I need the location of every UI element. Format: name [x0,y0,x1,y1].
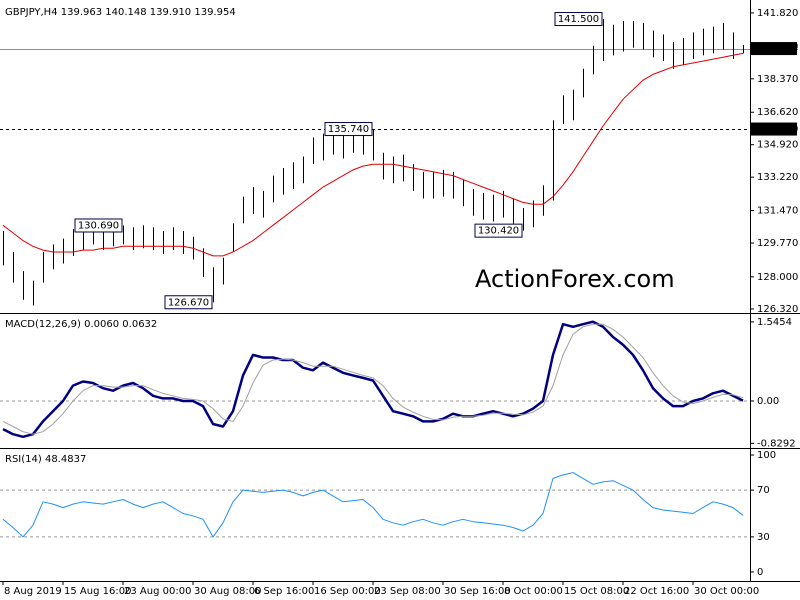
annotation-box [474,223,523,238]
x-tick-label: 6 Sep 16:00 [254,586,314,597]
annotation-label: 126.670 [168,297,209,308]
annotation-box [164,295,213,310]
y-tick-label: 133.220 [757,172,798,183]
series-line [2,472,744,538]
x-tick-label: 22 Oct 16:00 [624,586,689,597]
x-tick-label: 15 Aug 16:00 [64,586,131,597]
panel-title: GBPJPY,H4 139.963 140.148 139.910 139.95… [5,7,236,18]
y-tick-label: 131.470 [757,206,798,217]
annotation-label: 135.740 [328,124,369,135]
y-tick-label: 136.620 [757,107,798,118]
annotation-box [74,218,123,233]
x-tick-label: 30 Oct 00:00 [694,586,759,597]
annotation-label: 130.420 [478,226,519,237]
price-label-box [751,42,797,56]
x-tick-label: 8 Oct 00:00 [504,586,563,597]
x-tick-label: 8 Aug 2019 [4,586,62,597]
panel-title: MACD(12,26,9) 0.0060 0.0632 [5,319,157,330]
y-tick-label: 128.000 [757,272,798,283]
series-line [2,320,744,439]
watermark: ActionForex.com [475,265,675,293]
y-tick-label: 0.00 [757,396,779,407]
y-tick-label: 126.320 [757,304,798,315]
panel-title: RSI(14) 48.4837 [5,454,86,465]
y-tick-label: 138.370 [757,74,798,85]
price-label: 139.954 [757,44,798,55]
annotation-box [554,12,603,27]
x-tick-label: 15 Oct 08:00 [564,586,629,597]
y-tick-label: 100 [757,450,776,461]
y-tick-label: -0.8292 [757,438,796,449]
y-tick-label: 0 [757,567,763,578]
y-tick-label: 141.820 [757,8,798,19]
y-tick-label: 70 [757,485,770,496]
series-line [2,52,744,257]
price-label: 135.740 [757,124,798,135]
x-tick-label: 16 Sep 00:00 [314,586,381,597]
y-tick-label: 129.770 [757,238,798,249]
x-tick-label: 23 Aug 00:00 [124,586,191,597]
annotation-box [324,122,373,137]
y-tick-label: 134.920 [757,140,798,151]
x-tick-label: 23 Sep 08:00 [374,586,441,597]
y-tick-label: 30 [757,532,770,543]
x-tick-label: 30 Sep 16:00 [444,586,511,597]
y-tick-label: 1.5454 [757,317,792,328]
price-label-box [751,122,797,136]
x-tick-label: 30 Aug 08:00 [194,586,261,597]
annotation-label: 130.690 [78,220,119,231]
annotation-label: 141.500 [558,14,599,25]
series-line [2,323,744,435]
